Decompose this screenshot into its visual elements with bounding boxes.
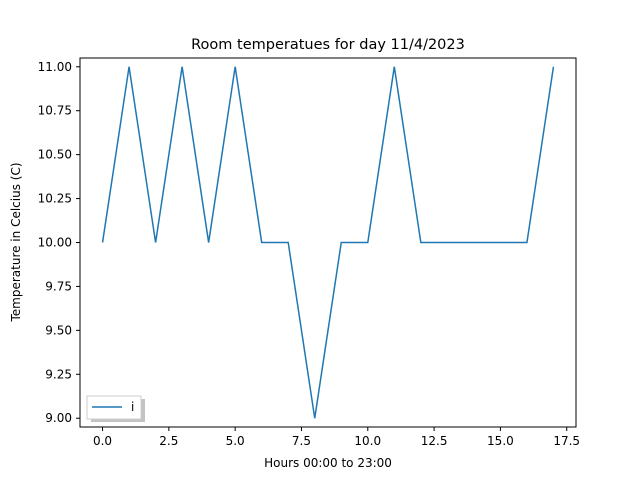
x-tick-label: 10.0: [354, 434, 381, 448]
y-tick-label: 9.75: [45, 279, 72, 293]
x-axis-ticks: 0.0 2.5 5.0 7.5 10.0 12.5 15.0 17.5: [93, 427, 580, 448]
y-tick-label: 9.25: [45, 367, 72, 381]
x-tick-label: 15.0: [487, 434, 514, 448]
x-tick-label: 17.5: [553, 434, 580, 448]
y-tick-label: 9.50: [45, 323, 72, 337]
y-axis-title: Temperature in Celcius (C): [9, 162, 23, 322]
y-tick-label: 9.00: [45, 411, 72, 425]
series-layer: [101, 66, 555, 419]
legend-label: i: [131, 400, 134, 414]
chart-title: Room temperatues for day 11/4/2023: [191, 37, 465, 53]
y-axis-ticks: 9.00 9.25 9.50 9.75 10.00 10.25 10.50 10.75 11.0…: [38, 60, 80, 425]
x-tick-label: 7.5: [292, 434, 311, 448]
x-tick-label: 0.0: [93, 434, 112, 448]
y-tick-label: 11.00: [38, 60, 72, 74]
legend: i: [86, 395, 145, 422]
y-tick-label: 10.50: [38, 148, 72, 162]
y-tick-label: 10.75: [38, 104, 72, 118]
x-axis-title: Hours 00:00 to 23:00: [264, 456, 392, 470]
x-tick-label: 2.5: [159, 434, 178, 448]
x-tick-label: 5.0: [226, 434, 245, 448]
x-tick-label: 12.5: [421, 434, 448, 448]
series-line: [101, 66, 555, 419]
y-tick-label: 10.25: [38, 192, 72, 206]
y-tick-label: 10.00: [38, 236, 72, 250]
